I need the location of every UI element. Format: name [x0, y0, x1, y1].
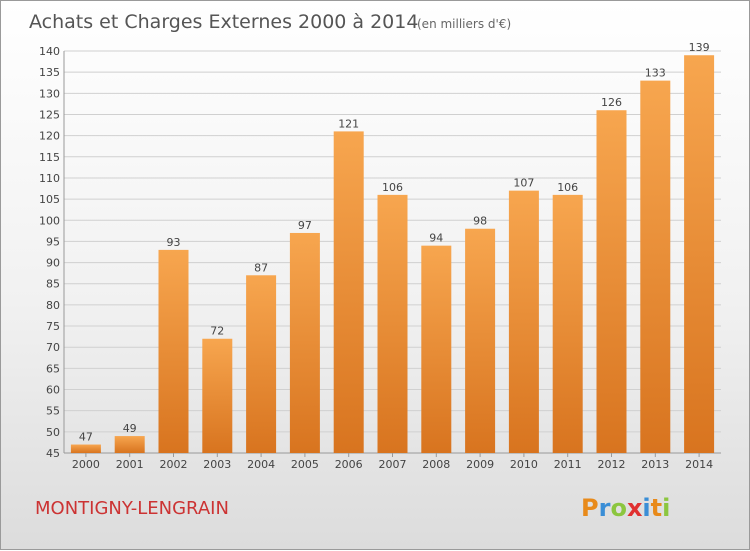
x-tick-label: 2006: [335, 458, 363, 471]
y-tick-label: 65: [46, 362, 60, 375]
y-tick-label: 100: [39, 214, 60, 227]
y-tick-label: 55: [46, 405, 60, 418]
y-tick-label: 105: [39, 193, 60, 206]
bar-2010: [508, 190, 539, 454]
bar-2005: [289, 232, 320, 453]
bar-2008: [421, 245, 452, 453]
data-label: 121: [338, 117, 359, 130]
x-tick-label: 2004: [247, 458, 275, 471]
bar-2007: [377, 194, 408, 453]
x-tick-label: 2008: [422, 458, 450, 471]
x-tick-label: 2000: [72, 458, 100, 471]
x-tick-label: 2011: [554, 458, 582, 471]
data-label: 126: [601, 96, 622, 109]
x-tick-label: 2001: [116, 458, 144, 471]
data-label: 106: [557, 181, 578, 194]
data-label: 98: [473, 215, 487, 228]
logo-letter: o: [610, 494, 627, 522]
x-tick-label: 2010: [510, 458, 538, 471]
y-tick-label: 60: [46, 384, 60, 397]
y-tick-label: 135: [39, 66, 60, 79]
bar-2009: [465, 228, 496, 453]
proxiti-logo: Proxiti: [581, 494, 670, 522]
x-tick-label: 2014: [685, 458, 713, 471]
y-tick-label: 110: [39, 172, 60, 185]
data-label: 93: [167, 236, 181, 249]
logo-letter: r: [599, 494, 611, 522]
x-tick-label: 2013: [641, 458, 669, 471]
bar-2012: [596, 110, 627, 454]
y-tick-label: 85: [46, 278, 60, 291]
y-tick-label: 90: [46, 257, 60, 270]
bar-2011: [552, 194, 583, 453]
data-label: 94: [429, 232, 443, 245]
chart-unit: (en milliers d'€): [417, 17, 511, 31]
bar-2002: [158, 249, 189, 453]
bar-2006: [333, 131, 364, 453]
y-tick-label: 120: [39, 130, 60, 143]
bar-2000: [70, 444, 101, 453]
logo-letter: x: [627, 494, 643, 522]
y-tick-label: 125: [39, 108, 60, 121]
data-label: 133: [645, 67, 666, 80]
y-tick-label: 130: [39, 87, 60, 100]
x-tick-label: 2009: [466, 458, 494, 471]
y-axis: 45 50 55 60 65 70 75 80 85 90 95 100 105 110 115 120 125…: [39, 45, 60, 460]
x-axis: 2000 2001 2002 2003 2004 2005 2006 2007 2008 2009…: [72, 453, 713, 471]
x-tick-label: 2012: [598, 458, 626, 471]
x-tick-label: 2003: [203, 458, 231, 471]
y-tick-label: 70: [46, 341, 60, 354]
place-name: MONTIGNY-LENGRAIN: [35, 498, 229, 519]
logo-letter: t: [651, 494, 662, 522]
bar-2001: [114, 436, 145, 453]
y-tick-label: 45: [46, 447, 60, 460]
bar-2004: [246, 275, 277, 453]
data-label: 106: [382, 181, 403, 194]
x-tick-label: 2007: [379, 458, 407, 471]
y-tick-label: 80: [46, 299, 60, 312]
logo-letter: i: [662, 494, 670, 522]
logo-letter: i: [642, 494, 650, 522]
bars: 47 49 93 72 87 97 121 106 94 98 107 106 126 133 139: [70, 41, 715, 454]
logo-letter: P: [581, 494, 599, 522]
y-tick-label: 75: [46, 320, 60, 333]
x-tick-label: 2005: [291, 458, 319, 471]
data-label: 72: [210, 325, 224, 338]
bar-2014: [684, 55, 715, 454]
data-label: 47: [79, 431, 93, 444]
y-tick-label: 95: [46, 235, 60, 248]
data-label: 107: [513, 177, 534, 190]
data-label: 139: [689, 41, 710, 54]
data-label: 97: [298, 219, 312, 232]
chart-title: Achats et Charges Externes 2000 à 2014: [29, 11, 418, 33]
y-tick-label: 140: [39, 45, 60, 58]
data-label: 49: [123, 422, 137, 435]
y-tick-label: 115: [39, 151, 60, 164]
y-tick-label: 50: [46, 426, 60, 439]
bar-2013: [640, 80, 671, 453]
x-tick-label: 2002: [160, 458, 188, 471]
bar-2003: [202, 338, 233, 453]
data-label: 87: [254, 261, 268, 274]
